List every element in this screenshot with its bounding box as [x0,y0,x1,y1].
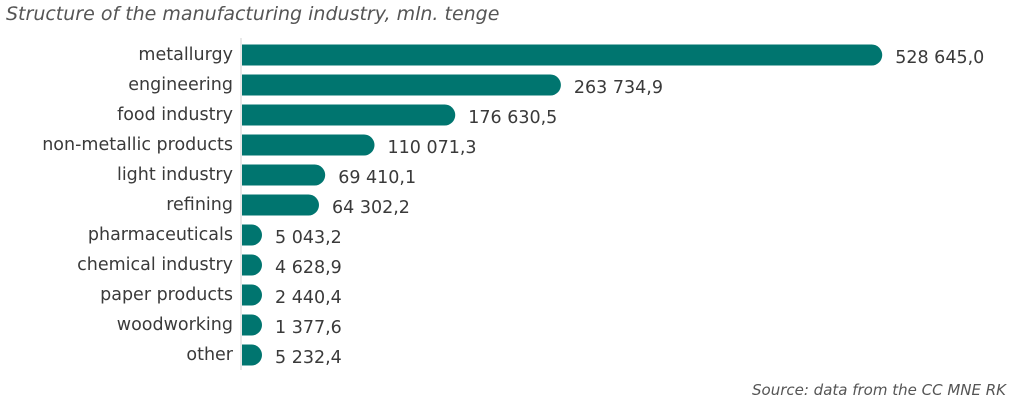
bar-pharmaceuticals [242,224,262,246]
category-label: light industry [117,165,233,185]
category-label: food industry [117,105,233,125]
category-label: refining [166,195,233,215]
value-label: 5 232,4 [275,348,342,368]
category-label: woodworking [117,315,233,335]
category-label: engineering [128,75,233,95]
bar-refining [242,194,319,216]
category-label: paper products [100,285,233,305]
category-label: chemical industry [77,255,233,275]
category-label: non-metallic products [42,135,233,155]
value-label: 110 071,3 [388,138,477,158]
chart-source: Source: data from the CC MNE RK [752,381,1006,399]
bar-paper-products [242,284,262,306]
value-label: 263 734,9 [574,78,663,98]
bar-woodworking [242,314,262,336]
value-label: 2 440,4 [275,288,342,308]
value-label: 69 410,1 [338,168,416,188]
category-label: pharmaceuticals [88,225,233,245]
bar-metallurgy [242,44,883,66]
bar-chemical-industry [242,254,262,276]
value-label: 5 043,2 [275,228,342,248]
bar-non-metallic-products [242,134,375,156]
bar-engineering [242,74,561,96]
value-label: 176 630,5 [468,108,557,128]
value-label: 64 302,2 [332,198,410,218]
category-label: other [186,345,233,365]
value-label: 1 377,6 [275,318,342,338]
category-label: metallurgy [138,45,233,65]
bar-food-industry [242,104,456,126]
value-label: 528 645,0 [895,48,984,68]
chart-title: Structure of the manufacturing industry,… [6,3,500,25]
value-label: 4 628,9 [275,258,342,278]
bar-other [242,344,262,366]
bar-light-industry [242,164,326,186]
